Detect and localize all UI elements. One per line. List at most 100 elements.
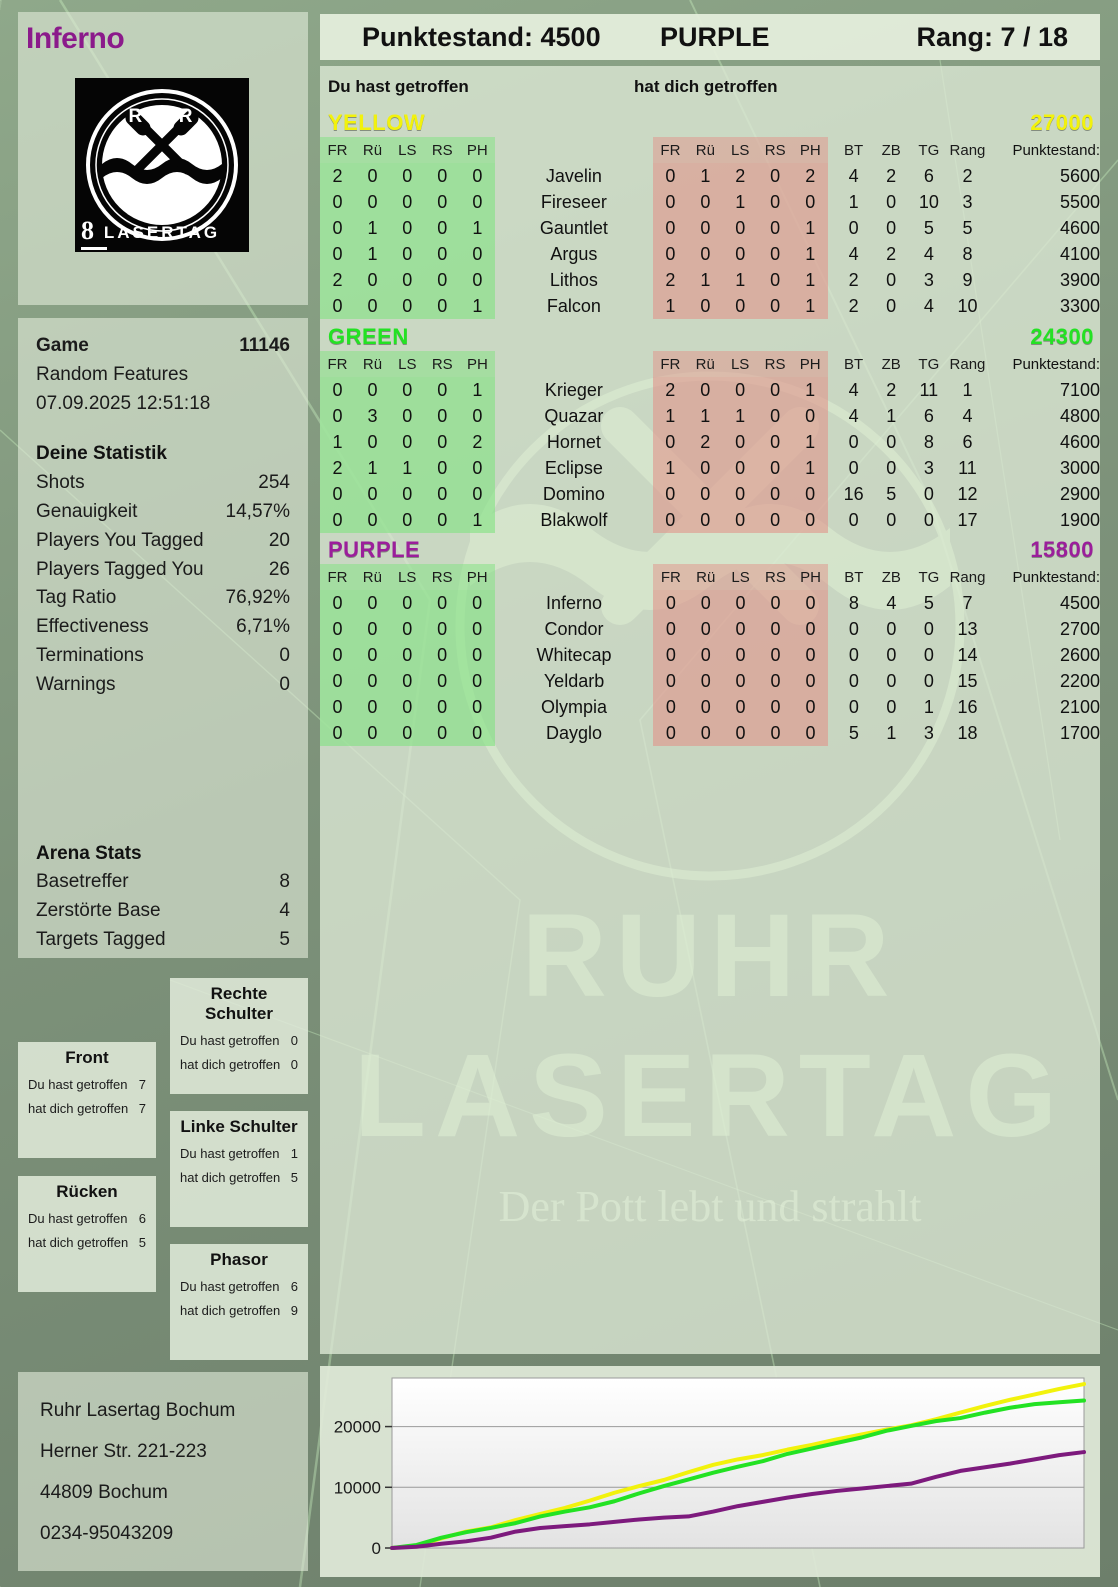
cell-player-name: Olympia bbox=[541, 696, 608, 717]
cell-you-tagged: 0 bbox=[355, 189, 390, 215]
col-header-them-LS: LS bbox=[723, 564, 758, 590]
cell-you-tagged: 0 bbox=[354, 720, 390, 746]
table-row[interactable]: 0 0 0 0 0 Inferno 0 0 0 0 0 8 4 5 7 4500 bbox=[320, 590, 1100, 616]
cell-rank: 14 bbox=[957, 644, 978, 665]
cell-targets: 0 bbox=[923, 483, 934, 504]
table-row[interactable]: 0 1 0 0 1 Gauntlet 0 0 0 0 1 0 0 5 5 4600 bbox=[320, 215, 1100, 241]
table-row[interactable]: 2 0 0 0 0 Javelin 0 1 2 0 2 4 2 6 2 5600 bbox=[320, 163, 1100, 189]
cell-you-tagged: 0 bbox=[389, 215, 425, 241]
cell-player-name: Lithos bbox=[549, 269, 598, 290]
table-row[interactable]: 0 3 0 0 0 Quazar 1 1 1 0 0 4 1 6 4 4800 bbox=[320, 403, 1100, 429]
table-row[interactable]: 0 0 0 0 0 Dayglo 0 0 0 0 0 5 1 3 18 1700 bbox=[320, 720, 1100, 746]
cell-player-name: Blakwolf bbox=[540, 509, 608, 530]
cell-you-tagged: 0 bbox=[424, 616, 460, 642]
col-header-them-Rü: Rü bbox=[687, 137, 723, 163]
table-row[interactable]: 0 0 0 0 0 Condor 0 0 0 0 0 0 0 0 13 2700 bbox=[320, 616, 1100, 642]
zone-you-row: Du hast getroffen 6 bbox=[28, 1207, 146, 1231]
cell-tagged-you: 0 bbox=[792, 668, 829, 694]
cell-targets: 3 bbox=[923, 269, 934, 290]
column-group-headers: Du hast getroffen hat dich getroffen bbox=[320, 74, 1100, 104]
venue-address-panel: Ruhr Lasertag Bochum Herner Str. 221-223 4… bbox=[18, 1372, 308, 1571]
cell-you-tagged: 0 bbox=[459, 189, 495, 215]
cell-you-tagged: 0 bbox=[354, 642, 390, 668]
cell-you-tagged: 0 bbox=[355, 377, 390, 403]
cell-tagged-you: 0 bbox=[757, 590, 793, 616]
col-header-you-Rü: Rü bbox=[355, 351, 390, 377]
table-row[interactable]: 0 0 0 0 0 Yeldarb 0 0 0 0 0 0 0 0 15 2200 bbox=[320, 668, 1100, 694]
score-progression-chart: 0 10000 20000 bbox=[334, 1377, 1086, 1558]
zone-them-row: hat dich getroffen 5 bbox=[180, 1166, 298, 1190]
game-label: Game bbox=[36, 335, 89, 356]
col-header-you-FR: FR bbox=[320, 351, 355, 377]
cell-tagged-you: 0 bbox=[687, 215, 723, 241]
cell-tagged-you: 1 bbox=[722, 189, 758, 215]
svg-text:LASERTAG: LASERTAG bbox=[354, 1030, 1066, 1162]
table-row[interactable]: 0 0 0 0 1 Krieger 2 0 0 0 1 4 2 11 1 7100 bbox=[320, 377, 1100, 403]
col-header-Rang: Rang bbox=[949, 355, 986, 373]
cell-you-tagged: 2 bbox=[320, 163, 355, 189]
cell-you-tagged: 0 bbox=[424, 163, 460, 189]
cell-tagged-you: 0 bbox=[688, 694, 724, 720]
zone-them-value: 5 bbox=[290, 1170, 298, 1185]
cell-tagged-you: 0 bbox=[792, 616, 829, 642]
cell-you-tagged: 0 bbox=[355, 429, 390, 455]
team-table: FR Rü LS RS PH FR Rü LS RS PH BT ZB TG Rang Punktestan… bbox=[320, 564, 1100, 746]
cell-you-tagged: 0 bbox=[459, 241, 495, 267]
table-row[interactable]: 0 0 0 0 0 Whitecap 0 0 0 0 0 0 0 0 14 2600 bbox=[320, 642, 1100, 668]
cell-rank: 5 bbox=[962, 217, 973, 238]
cell-rank: 12 bbox=[957, 483, 978, 504]
cell-bases-destroyed: 0 bbox=[886, 670, 897, 691]
table-row[interactable]: 0 0 0 0 0 Fireseer 0 0 1 0 0 1 0 10 3 5500 bbox=[320, 189, 1100, 215]
cell-score: 4800 bbox=[1059, 405, 1100, 426]
cell-you-tagged: 0 bbox=[459, 455, 495, 481]
cell-spacer bbox=[828, 429, 835, 455]
cell-you-tagged: 0 bbox=[459, 481, 495, 507]
cell-tagged-you: 1 bbox=[792, 377, 828, 403]
zone-title: Rücken bbox=[56, 1182, 118, 1201]
zone-you-label: Du hast getroffen bbox=[180, 1033, 280, 1048]
logo-badge-bar bbox=[81, 247, 107, 250]
cell-you-tagged: 0 bbox=[389, 267, 425, 293]
cell-targets: 0 bbox=[923, 509, 934, 530]
cell-score: 3300 bbox=[1059, 295, 1100, 316]
table-row[interactable]: 0 0 0 0 1 Blakwolf 0 0 0 0 0 0 0 0 17 1900 bbox=[320, 507, 1100, 533]
table-row[interactable]: 0 0 0 0 1 Falcon 1 0 0 0 1 2 0 4 10 3300 bbox=[320, 293, 1100, 319]
zone-right-shoulder: Rechte Schulter Du hast getroffen 0 hat … bbox=[170, 978, 308, 1094]
table-row[interactable]: 1 0 0 0 2 Hornet 0 2 0 0 1 0 0 8 6 4600 bbox=[320, 429, 1100, 455]
team-name: PURPLE bbox=[328, 537, 421, 562]
cell-you-tagged: 0 bbox=[424, 377, 460, 403]
col-header-BT: BT bbox=[844, 141, 864, 159]
cell-tagged-you: 0 bbox=[687, 481, 723, 507]
table-row[interactable]: 0 1 0 0 0 Argus 0 0 0 0 1 4 2 4 8 4100 bbox=[320, 241, 1100, 267]
stat-value: 254 bbox=[258, 472, 290, 494]
cell-rank: 1 bbox=[962, 379, 973, 400]
cell-tagged-you: 0 bbox=[757, 616, 793, 642]
table-row[interactable]: 2 1 1 0 0 Eclipse 1 0 0 0 1 0 0 3 11 3000 bbox=[320, 455, 1100, 481]
cell-rank: 2 bbox=[962, 165, 973, 186]
table-row[interactable]: 0 0 0 0 0 Domino 0 0 0 0 0 16 5 0 12 2900 bbox=[320, 481, 1100, 507]
cell-tagged-you: 1 bbox=[652, 403, 688, 429]
stat-row: Warnings 0 bbox=[36, 671, 290, 700]
cell-tagged-you: 1 bbox=[722, 403, 758, 429]
cell-targets: 5 bbox=[923, 217, 934, 238]
cell-you-tagged: 0 bbox=[424, 481, 460, 507]
col-header-you-LS: LS bbox=[389, 564, 425, 590]
chart-y-tick-label: 10000 bbox=[334, 1478, 381, 1497]
cell-tagged-you: 0 bbox=[653, 668, 689, 694]
cell-score: 4500 bbox=[1059, 592, 1100, 613]
cell-score: 2200 bbox=[1059, 670, 1100, 691]
col-header-TG: TG bbox=[918, 141, 940, 159]
table-row[interactable]: 2 0 0 0 0 Lithos 2 1 1 0 1 2 0 3 9 3900 bbox=[320, 267, 1100, 293]
address-lines: Ruhr Lasertag Bochum Herner Str. 221-223 4… bbox=[40, 1390, 286, 1554]
cell-you-tagged: 3 bbox=[355, 403, 390, 429]
cell-rank: 9 bbox=[962, 269, 973, 290]
col-header-ZB: ZB bbox=[881, 355, 901, 373]
stat-label: Players Tagged You bbox=[36, 558, 204, 580]
cell-spacer bbox=[828, 215, 835, 241]
cell-rank: 16 bbox=[957, 696, 978, 717]
svg-text:RUHR: RUHR bbox=[129, 106, 196, 127]
cell-tagged-you: 0 bbox=[687, 507, 723, 533]
table-row[interactable]: 0 0 0 0 0 Olympia 0 0 0 0 0 0 0 1 16 2100 bbox=[320, 694, 1100, 720]
cell-you-tagged: 0 bbox=[389, 668, 425, 694]
cell-tagged-you: 0 bbox=[652, 163, 688, 189]
